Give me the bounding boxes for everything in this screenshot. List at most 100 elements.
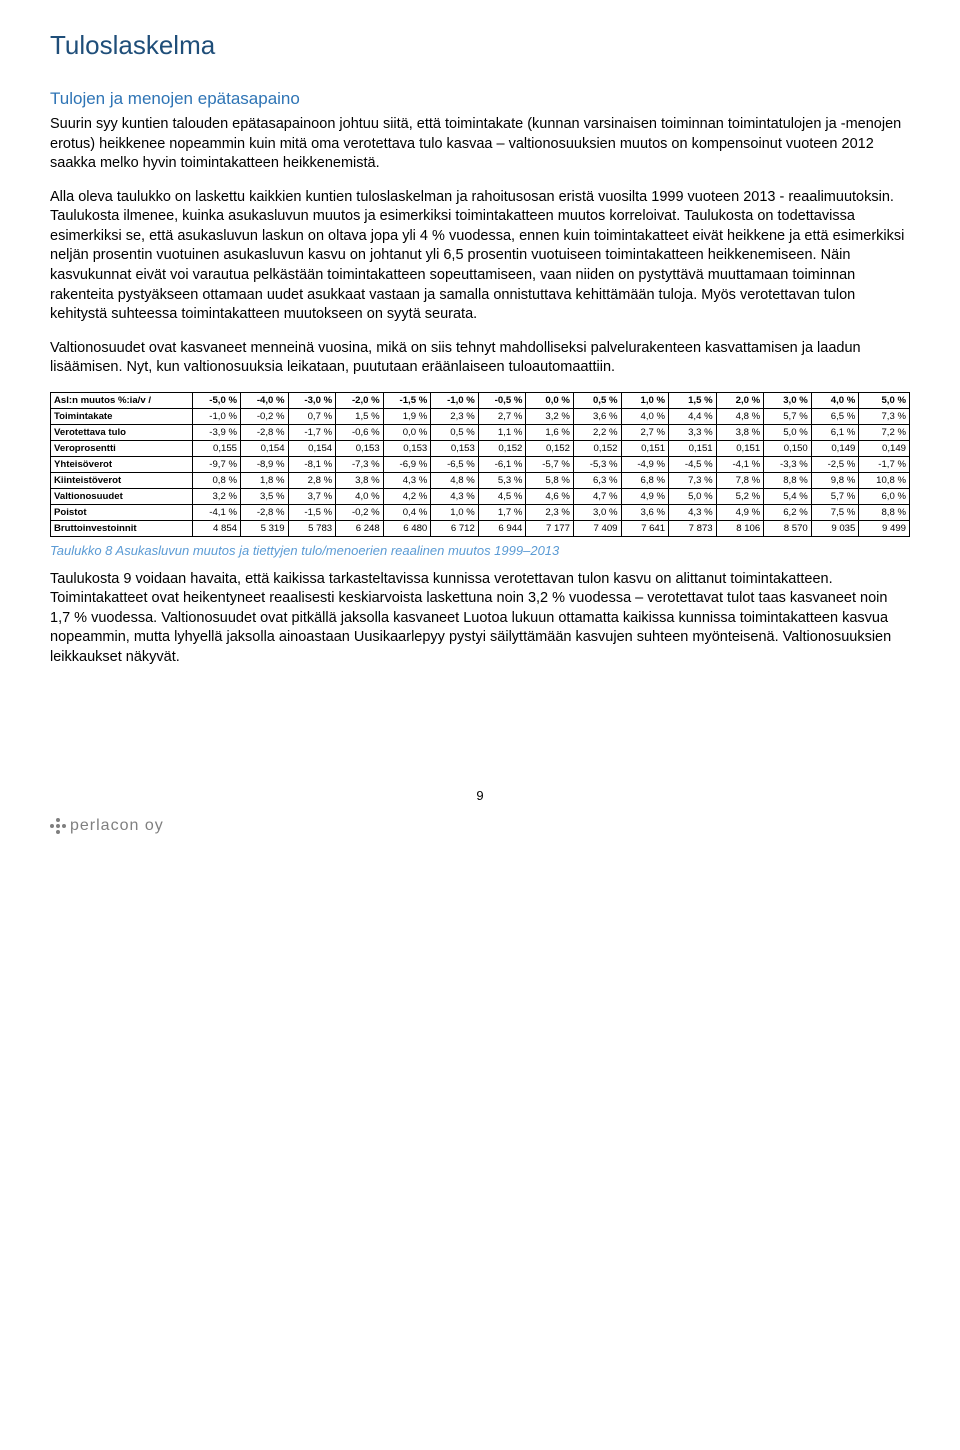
table-cell: 3,2 % — [526, 408, 574, 424]
paragraph-3: Valtionosuudet ovat kasvaneet menneinä v… — [50, 339, 910, 378]
table-cell: -1,0 % — [193, 408, 241, 424]
paragraph-2: Alla oleva taulukko on laskettu kaikkien… — [50, 188, 910, 325]
table-cell: -7,3 % — [336, 456, 384, 472]
table-cell: 8,8 % — [764, 472, 812, 488]
table-cell: 6 480 — [383, 520, 431, 536]
row-label: Toimintakate — [51, 408, 193, 424]
table-cell: 9 499 — [859, 520, 910, 536]
col-header: 1,5 % — [669, 392, 717, 408]
table-cell: 7 409 — [573, 520, 621, 536]
table-cell: 0,5 % — [431, 424, 479, 440]
table-cell: -6,9 % — [383, 456, 431, 472]
table-cell: 5,4 % — [764, 488, 812, 504]
table-cell: -3,9 % — [193, 424, 241, 440]
table-cell: 0,151 — [716, 440, 764, 456]
table-cell: 0,7 % — [288, 408, 336, 424]
logo-text: perlacon oy — [70, 817, 164, 835]
paragraph-1: Suurin syy kuntien talouden epätasapaino… — [50, 115, 910, 174]
table-cell: 2,7 % — [621, 424, 669, 440]
data-table: Asl:n muutos %:ia/v / -5,0 % -4,0 % -3,0… — [50, 392, 910, 537]
table-cell: -4,1 % — [193, 504, 241, 520]
table-cell: -3,3 % — [764, 456, 812, 472]
table-cell: 5 319 — [241, 520, 289, 536]
table-cell: 0,152 — [526, 440, 574, 456]
table-cell: 0,155 — [193, 440, 241, 456]
table-cell: 5,7 % — [764, 408, 812, 424]
table-cell: 9,8 % — [811, 472, 859, 488]
table-cell: 6,2 % — [764, 504, 812, 520]
table-cell: 3,7 % — [288, 488, 336, 504]
table-row: Kiinteistöverot0,8 %1,8 %2,8 %3,8 %4,3 %… — [51, 472, 910, 488]
table-cell: 9 035 — [811, 520, 859, 536]
table-cell: 3,5 % — [241, 488, 289, 504]
table-cell: 8 570 — [764, 520, 812, 536]
table-cell: 3,2 % — [193, 488, 241, 504]
table-caption: Taulukko 8 Asukasluvun muutos ja tiettyj… — [50, 543, 910, 558]
table-cell: -4,5 % — [669, 456, 717, 472]
col-header: 0,5 % — [573, 392, 621, 408]
table-cell: -2,8 % — [241, 504, 289, 520]
table-cell: 4,9 % — [716, 504, 764, 520]
table-cell: 0,149 — [811, 440, 859, 456]
table-cell: 0,151 — [669, 440, 717, 456]
col-header: -4,0 % — [241, 392, 289, 408]
col-header: 0,0 % — [526, 392, 574, 408]
table-cell: 4,5 % — [478, 488, 526, 504]
table-cell: 0,150 — [764, 440, 812, 456]
table-cell: 5,2 % — [716, 488, 764, 504]
table-cell: -0,2 % — [241, 408, 289, 424]
table-cell: 1,0 % — [431, 504, 479, 520]
col-header: -0,5 % — [478, 392, 526, 408]
table-row: Veroprosentti0,1550,1540,1540,1530,1530,… — [51, 440, 910, 456]
table-cell: 7 873 — [669, 520, 717, 536]
table-row: Verotettava tulo-3,9 %-2,8 %-1,7 %-0,6 %… — [51, 424, 910, 440]
row-label: Veroprosentti — [51, 440, 193, 456]
row-label: Poistot — [51, 504, 193, 520]
table-cell: 2,3 % — [526, 504, 574, 520]
table-cell: 6,5 % — [811, 408, 859, 424]
col-header: -3,0 % — [288, 392, 336, 408]
header-first-cell: Asl:n muutos %:ia/v / — [51, 392, 193, 408]
table-cell: 2,7 % — [478, 408, 526, 424]
col-header: -1,5 % — [383, 392, 431, 408]
table-cell: 1,5 % — [336, 408, 384, 424]
table-cell: -4,1 % — [716, 456, 764, 472]
table-cell: 5 783 — [288, 520, 336, 536]
section-subheading: Tulojen ja menojen epätasapaino — [50, 89, 910, 109]
table-cell: 5,7 % — [811, 488, 859, 504]
table-cell: 3,8 % — [336, 472, 384, 488]
page-title: Tuloslaskelma — [50, 30, 910, 61]
table-row: Toimintakate-1,0 %-0,2 %0,7 %1,5 %1,9 %2… — [51, 408, 910, 424]
table-cell: -8,9 % — [241, 456, 289, 472]
table-cell: 3,3 % — [669, 424, 717, 440]
table-cell: 2,2 % — [573, 424, 621, 440]
table-cell: 4,8 % — [716, 408, 764, 424]
table-cell: 6 248 — [336, 520, 384, 536]
col-header: -1,0 % — [431, 392, 479, 408]
table-cell: 5,0 % — [764, 424, 812, 440]
brand-logo: perlacon oy — [50, 817, 910, 835]
table-cell: 0,0 % — [383, 424, 431, 440]
table-cell: 2,3 % — [431, 408, 479, 424]
table-cell: -5,7 % — [526, 456, 574, 472]
table-cell: -0,2 % — [336, 504, 384, 520]
table-cell: -5,3 % — [573, 456, 621, 472]
table-cell: 6,3 % — [573, 472, 621, 488]
table-cell: 1,8 % — [241, 472, 289, 488]
col-header: 1,0 % — [621, 392, 669, 408]
col-header: 2,0 % — [716, 392, 764, 408]
table-cell: 3,0 % — [573, 504, 621, 520]
table-cell: 4,0 % — [336, 488, 384, 504]
table-cell: 6 712 — [431, 520, 479, 536]
table-cell: 0,154 — [288, 440, 336, 456]
table-cell: 0,153 — [431, 440, 479, 456]
table-cell: 4,7 % — [573, 488, 621, 504]
table-cell: 4,3 % — [431, 488, 479, 504]
table-cell: -4,9 % — [621, 456, 669, 472]
table-cell: 0,4 % — [383, 504, 431, 520]
table-cell: 1,1 % — [478, 424, 526, 440]
table-cell: 0,8 % — [193, 472, 241, 488]
table-cell: 7,3 % — [859, 408, 910, 424]
table-cell: 0,152 — [573, 440, 621, 456]
table-cell: 4,3 % — [383, 472, 431, 488]
